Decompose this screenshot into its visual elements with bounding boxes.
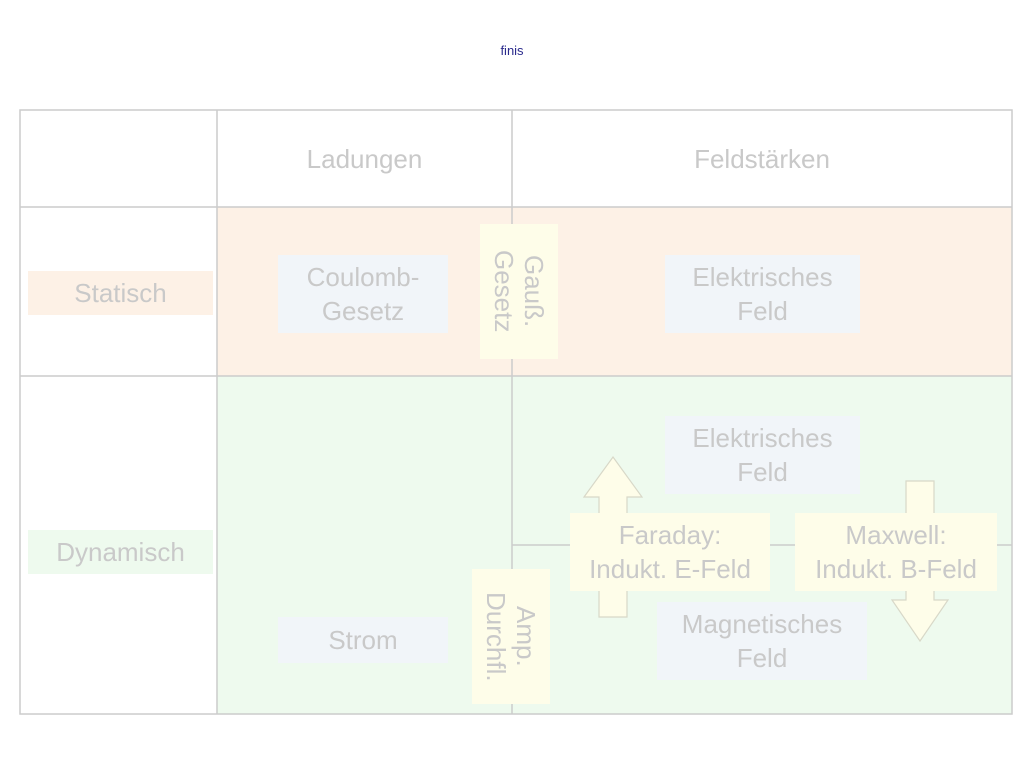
grid-outline (19, 109, 1013, 715)
coulomb-law-box: Coulomb- Gesetz (278, 255, 448, 333)
maxwell-box: Maxwell: Indukt. B-Feld (795, 513, 997, 591)
row-header-static: Statisch (28, 271, 213, 315)
magnetic-field-box: Magnetisches Feld (657, 602, 867, 680)
gauss-law-box: Gauß. Gesetz (480, 224, 558, 359)
column-header-charges: Ladungen (306, 143, 423, 174)
row-header-dynamic: Dynamisch (28, 530, 213, 574)
current-box: Strom (278, 617, 448, 663)
page-title: finis (500, 43, 524, 58)
faraday-box: Faraday: Indukt. E-Feld (570, 513, 770, 591)
ampere-law-box: Amp. Durchfl. (472, 569, 550, 704)
electric-field-dynamic-box: Elektrisches Feld (665, 416, 860, 494)
column-header-field-strengths: Feldstärken (694, 143, 830, 174)
electric-field-static-box: Elektrisches Feld (665, 255, 860, 333)
